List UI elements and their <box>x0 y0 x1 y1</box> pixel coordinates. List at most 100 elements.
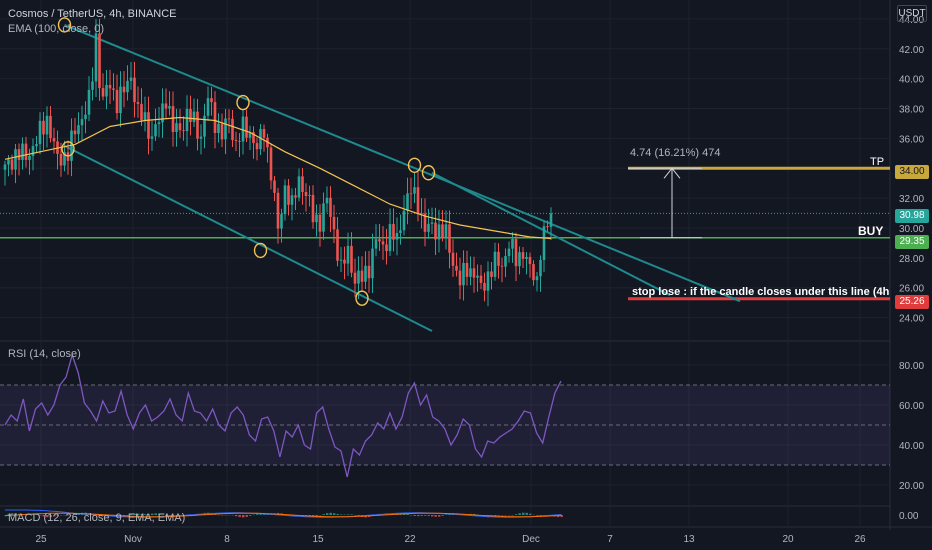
candle-body <box>3 164 7 170</box>
candle-body <box>542 226 546 261</box>
candle-body <box>276 192 280 229</box>
candle-body <box>465 262 469 277</box>
macd-histogram-bar <box>333 513 336 515</box>
measure-arrow-head <box>663 167 681 179</box>
macd-histogram-bar <box>238 515 241 518</box>
candle-body <box>329 197 332 217</box>
macd-histogram-bar <box>130 514 133 515</box>
candle-body <box>287 185 290 205</box>
candle-body <box>423 213 427 232</box>
candle-body <box>532 264 535 281</box>
candle-body <box>500 265 504 267</box>
price-tick-label: 32.00 <box>899 194 924 205</box>
candle-body <box>105 84 108 97</box>
candle-body <box>294 195 297 198</box>
candle-body <box>192 111 196 122</box>
macd-histogram-bar <box>245 515 248 517</box>
price-axis[interactable]: 24.0026.0028.0030.0032.0034.0036.0038.00… <box>899 15 924 522</box>
candle-body <box>10 159 14 170</box>
touch-point-marker <box>355 290 369 306</box>
macd-histogram-bar <box>46 515 49 518</box>
candle-body <box>66 152 70 161</box>
macd-histogram-bar <box>140 513 143 515</box>
candle-body <box>35 144 38 147</box>
currency-badge[interactable]: USDT <box>897 5 927 22</box>
candle-body <box>322 203 325 232</box>
candle-body <box>301 176 304 192</box>
macd-histogram-bar <box>165 515 168 517</box>
candle-body <box>203 115 206 137</box>
candle-body <box>535 276 539 281</box>
candle-body <box>371 248 374 279</box>
macd-histogram-bar <box>515 514 518 515</box>
candle-body <box>490 271 493 277</box>
macd-histogram-bar <box>322 514 325 515</box>
macd-histogram-bar <box>557 515 560 518</box>
candle-body <box>434 222 437 240</box>
macd-histogram-bar <box>137 513 140 515</box>
rsi-tick-label: 20.00 <box>899 481 924 492</box>
candle-body <box>353 272 357 284</box>
candle-body <box>164 103 168 109</box>
macd-histogram-bar <box>560 515 563 518</box>
stop-price-tag: 25.26 <box>895 295 929 309</box>
candle-body <box>472 268 476 278</box>
macd-histogram-bar <box>522 512 525 515</box>
time-tick-label: 25 <box>35 534 47 545</box>
candle-body <box>514 239 518 267</box>
candle-body <box>402 210 406 231</box>
candle-body <box>161 103 164 123</box>
candle-body <box>168 106 171 109</box>
candle-body <box>157 122 161 125</box>
macd-histogram-bar <box>424 515 427 516</box>
macd-histogram-bar <box>154 513 157 515</box>
time-tick-label: 8 <box>224 534 230 545</box>
candle-body <box>7 159 10 165</box>
candle-body <box>521 252 525 259</box>
candle-body <box>140 103 143 121</box>
macd-histogram-bar <box>151 513 154 515</box>
price-tick-label: 30.00 <box>899 224 924 235</box>
candle-body <box>28 155 31 160</box>
candle-body <box>511 239 514 249</box>
candle-body <box>479 275 483 283</box>
macd-histogram-bar <box>347 514 350 515</box>
macd-histogram-bar <box>49 515 52 518</box>
macd-histogram-bar <box>158 513 161 515</box>
candle-body <box>283 185 287 215</box>
macd-histogram-bar <box>497 515 500 516</box>
macd-histogram-bar <box>329 512 332 515</box>
macd-histogram-bar <box>53 515 56 517</box>
candle-body <box>119 86 122 114</box>
macd-histogram-bar <box>42 515 45 517</box>
time-tick-label: 7 <box>607 534 613 545</box>
candle-body <box>357 270 360 284</box>
candle-body <box>297 176 301 198</box>
candle-body <box>497 251 500 266</box>
ema-line <box>4 116 552 240</box>
macd-histogram-bar <box>147 514 150 515</box>
macd-histogram-bar <box>525 512 528 515</box>
candle-body <box>458 270 462 286</box>
channel-lower-line <box>64 144 433 332</box>
candle-body <box>262 128 266 138</box>
channel-upper-line <box>64 23 741 303</box>
macd-histogram-bar <box>518 513 521 515</box>
candle-body <box>122 86 126 93</box>
price-tick-label: 38.00 <box>899 105 924 116</box>
candle-body <box>318 214 322 232</box>
candle-body <box>238 141 241 142</box>
candle-body <box>45 115 49 135</box>
candle-body <box>252 132 255 144</box>
tp-price-tag: 34.00 <box>895 165 929 179</box>
time-tick-label: 20 <box>782 534 794 545</box>
candle-body <box>339 259 343 261</box>
stop-loss-label: stop lose : if the candle closes under t… <box>632 286 890 298</box>
macd-histogram-bar <box>413 515 416 516</box>
candle-body <box>77 125 80 135</box>
time-axis[interactable]: 25 Nov 8 15 22 Dec 7 13 20 26 <box>35 534 866 545</box>
touch-markers <box>57 17 436 306</box>
candle-body <box>469 268 472 277</box>
macd-histogram-bar <box>235 515 238 517</box>
candle-body <box>38 120 42 145</box>
